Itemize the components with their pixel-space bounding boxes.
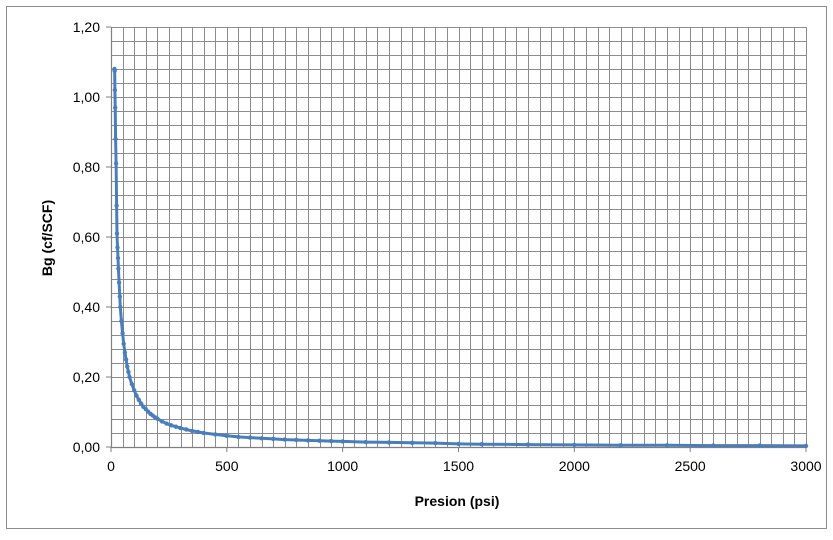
- data-point: [125, 364, 130, 369]
- data-point: [122, 350, 128, 355]
- x-tick-label: 2000: [559, 458, 590, 474]
- axes: [106, 26, 807, 452]
- data-point: [189, 428, 195, 434]
- data-point: [294, 437, 299, 443]
- x-tick-label: 1000: [327, 458, 358, 474]
- x-tick-label: 500: [215, 458, 239, 474]
- data-point: [433, 440, 438, 446]
- data-point: [305, 438, 311, 443]
- data-point: [123, 357, 129, 362]
- data-point: [757, 443, 762, 448]
- data-point: [664, 443, 670, 448]
- data-point: [525, 442, 531, 447]
- chart-border: [6, 6, 827, 529]
- x-tick-label: 1500: [443, 458, 474, 474]
- x-tick-label: 2500: [675, 458, 706, 474]
- grid: [111, 27, 806, 447]
- data-point: [138, 401, 144, 406]
- series-line: [113, 68, 807, 448]
- data-point: [120, 331, 125, 336]
- data-point: [114, 231, 120, 236]
- data-point: [113, 136, 118, 142]
- x-tick-label: 3000: [790, 458, 821, 474]
- data-point: [711, 443, 716, 448]
- data-point: [224, 433, 229, 438]
- data-point: [618, 443, 623, 448]
- data-point: [121, 341, 126, 346]
- data-point: [236, 434, 241, 440]
- data-point: [572, 442, 577, 448]
- y-tick-label: 0,00: [73, 439, 100, 455]
- data-point: [184, 427, 189, 432]
- data-point: [159, 419, 165, 424]
- y-tick-label: 0,20: [73, 369, 100, 385]
- data-point: [456, 441, 461, 447]
- data-point: [115, 255, 121, 261]
- data-point: [126, 369, 131, 374]
- data-point: [247, 435, 253, 440]
- data-point: [114, 203, 119, 208]
- x-axis-title: Presion (psi): [415, 493, 500, 509]
- y-tick-label: 1,00: [73, 89, 100, 105]
- data-point: [271, 436, 276, 442]
- data-point: [328, 438, 334, 444]
- y-tick-label: 0,80: [73, 159, 100, 175]
- data-point: [410, 440, 415, 445]
- data-point: [155, 416, 160, 421]
- y-axis-title: Bg (cf/SCF): [39, 200, 55, 276]
- data-point: [112, 87, 118, 93]
- data-point: [282, 437, 287, 442]
- data-point: [340, 439, 345, 444]
- data-point: [132, 388, 137, 393]
- data-point: [479, 442, 484, 447]
- data-point: [803, 443, 809, 449]
- y-tick-label: 0,60: [73, 229, 100, 245]
- data-point: [136, 397, 141, 402]
- data-point: [178, 425, 183, 431]
- data-point: [116, 280, 122, 285]
- y-tick-label: 1,20: [73, 19, 100, 35]
- data-point: [113, 161, 119, 166]
- data-point: [127, 374, 132, 380]
- data-point: [116, 266, 121, 271]
- x-tick-label: 0: [107, 458, 115, 474]
- data-point: [134, 393, 139, 398]
- data-point: [113, 105, 118, 110]
- data-point: [173, 424, 179, 429]
- tick-labels: 0 500 1000 1500 2000 2500 3000 0,00 0,20 0,40 0,60…: [73, 19, 822, 474]
- data-point: [213, 432, 218, 437]
- data-series: [112, 66, 809, 449]
- data-point: [386, 440, 392, 445]
- y-tick-label: 0,40: [73, 299, 100, 315]
- data-point: [164, 421, 169, 426]
- data-point: [117, 294, 123, 299]
- data-point: [119, 318, 124, 324]
- data-point: [112, 68, 117, 74]
- data-point: [169, 423, 174, 428]
- data-point: [118, 304, 123, 310]
- data-point: [201, 430, 206, 436]
- data-point: [363, 439, 368, 445]
- data-point: [195, 429, 201, 435]
- data-point: [259, 436, 264, 441]
- data-point: [129, 381, 134, 387]
- data-point: [317, 438, 322, 443]
- data-point: [115, 245, 120, 250]
